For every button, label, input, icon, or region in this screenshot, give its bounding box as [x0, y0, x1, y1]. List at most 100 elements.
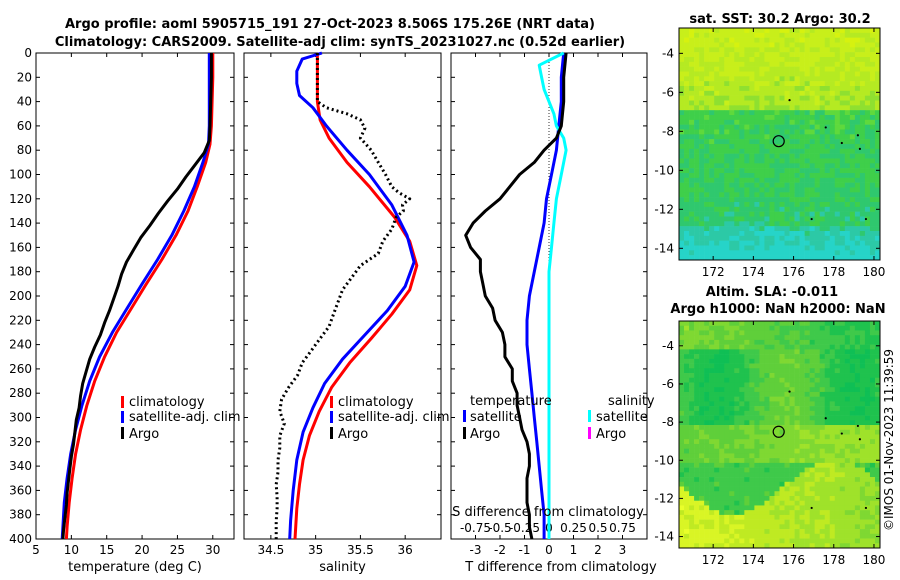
map-cell [834, 543, 841, 549]
map-cell [829, 226, 836, 232]
map-cell [774, 115, 780, 121]
map-cell [724, 197, 730, 203]
map-cell [749, 462, 755, 468]
map-cell [809, 396, 815, 402]
map-cell [754, 235, 760, 241]
map-cell [764, 321, 770, 327]
map-cell [739, 192, 745, 198]
map-cell [759, 491, 765, 497]
map-cell [814, 250, 820, 256]
map-cell [844, 354, 851, 360]
map-cell [824, 231, 831, 237]
map-cell [709, 481, 715, 487]
map-cell [739, 177, 745, 183]
map-cell [714, 57, 720, 63]
map-cell [784, 406, 790, 412]
map-cell [689, 429, 695, 435]
map-cell [829, 373, 836, 379]
map-cell [714, 358, 720, 364]
map-cell [759, 467, 765, 473]
map-cell [689, 368, 695, 374]
map-cell [794, 231, 800, 237]
map-cell [764, 467, 770, 473]
map-cell [799, 349, 805, 355]
map-cell [839, 163, 846, 169]
map-cell [759, 514, 765, 520]
map-cell [864, 28, 871, 34]
map-cell [739, 538, 745, 544]
map-cell [764, 250, 770, 256]
map-cell [804, 495, 810, 502]
map-cell [699, 37, 705, 43]
map-cell [694, 458, 700, 464]
map-cell [769, 387, 775, 393]
map-cell [749, 448, 755, 454]
map-cell [869, 335, 876, 341]
map-cell [689, 119, 695, 125]
map-cell [729, 168, 735, 174]
map-cell [794, 235, 800, 241]
map-cell [749, 197, 755, 203]
map-cell [734, 206, 740, 212]
map-cell [774, 439, 780, 445]
map-cell [779, 481, 785, 487]
map-cell [774, 387, 780, 393]
map-cell [844, 510, 851, 516]
map-cell [804, 373, 810, 379]
map-cell [834, 354, 841, 360]
map-cell [724, 187, 730, 193]
map-cell [804, 533, 810, 539]
map-cell [774, 344, 780, 350]
map-cell [804, 226, 810, 232]
map-cell [809, 467, 815, 473]
map-cell [859, 134, 866, 140]
map-cell [704, 486, 710, 492]
map-cell [819, 211, 826, 217]
map-cell [769, 240, 775, 246]
map-cell [809, 481, 815, 487]
map-cell [724, 240, 730, 246]
map-cell [834, 28, 841, 34]
map-cell [724, 510, 730, 516]
map-cell [744, 187, 750, 193]
map-cell [679, 401, 685, 407]
map-cell [779, 231, 785, 237]
map-cell [809, 52, 815, 58]
map-cell [719, 373, 725, 379]
map-cell [864, 363, 871, 369]
map-cell [714, 321, 720, 327]
map-cell [849, 373, 856, 379]
map-cell [764, 344, 770, 350]
map-cell [869, 425, 876, 431]
map-cell [719, 206, 725, 212]
map-cell [849, 81, 856, 87]
map-cell [869, 105, 876, 111]
map-cell [849, 216, 856, 222]
map-cell [794, 415, 800, 421]
map-cell [684, 47, 690, 53]
map-cell [829, 71, 836, 77]
map-cell [854, 119, 861, 125]
map-cell [849, 363, 856, 369]
map-cell [764, 110, 770, 116]
map-cell [709, 81, 715, 87]
map-cell [719, 368, 725, 374]
map-cell [739, 434, 745, 440]
map-cell [824, 462, 831, 468]
map-cell [679, 462, 685, 468]
map-cell [739, 453, 745, 459]
map-cell [829, 349, 836, 355]
map-cell [779, 202, 785, 208]
map-cell [749, 163, 755, 169]
map-cell [849, 76, 856, 82]
map-cell [864, 168, 871, 174]
map-cell [739, 321, 745, 327]
map-cell [754, 105, 760, 111]
map-cell [859, 401, 866, 407]
map-cell [699, 377, 705, 383]
map-cell [804, 153, 810, 159]
map-cell [694, 495, 700, 502]
map-cell [849, 182, 856, 188]
map-cell [744, 406, 750, 412]
map-cell [754, 467, 760, 473]
